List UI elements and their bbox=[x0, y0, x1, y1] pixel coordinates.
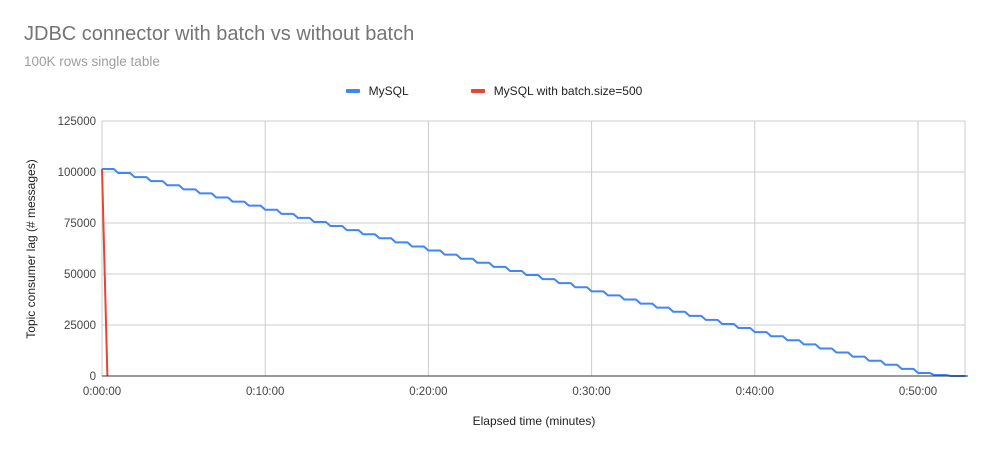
legend-swatch-blue-icon bbox=[345, 89, 360, 93]
legend-item-mysql[interactable]: MySQL bbox=[345, 84, 409, 98]
x-axis-label: Elapsed time (minutes) bbox=[473, 414, 596, 428]
chart-subtitle: 100K rows single table bbox=[24, 54, 160, 69]
y-tick-label: 50000 bbox=[64, 269, 96, 281]
x-tick-label: 0:40:00 bbox=[736, 386, 774, 398]
chart-title: JDBC connector with batch vs without bat… bbox=[24, 23, 415, 45]
series-line-mysql-batch bbox=[101, 168, 109, 377]
x-tick-label: 0:10:00 bbox=[246, 386, 284, 398]
y-axis-label: Topic consumer lag (# messages) bbox=[24, 159, 38, 338]
legend-item-mysql-batch[interactable]: MySQL with batch.size=500 bbox=[470, 84, 643, 98]
y-tick-label: 125000 bbox=[58, 116, 96, 128]
y-tick-label: 75000 bbox=[64, 218, 96, 230]
x-tick-label: 0:30:00 bbox=[572, 386, 610, 398]
y-tick-label: 100000 bbox=[58, 167, 96, 179]
x-tick-label: 0:50:00 bbox=[899, 386, 937, 398]
legend-label: MySQL with batch.size=500 bbox=[493, 84, 643, 98]
legend: MySQL MySQL with batch.size=500 bbox=[0, 84, 988, 98]
x-tick-label: 0:00:00 bbox=[83, 386, 121, 398]
series-line-mysql bbox=[102, 167, 968, 377]
y-tick-label: 0 bbox=[90, 371, 96, 383]
data-series bbox=[101, 167, 968, 377]
y-tick-label: 25000 bbox=[64, 320, 96, 332]
y-axis-ticks: 0 25000 50000 75000 100000 125000 bbox=[58, 116, 96, 383]
x-axis-ticks: 0:00:00 0:10:00 0:20:00 0:30:00 0:40:00 0:50:… bbox=[83, 386, 937, 398]
legend-swatch-red-icon bbox=[470, 89, 485, 93]
gridlines bbox=[101, 120, 966, 376]
legend-label: MySQL bbox=[368, 84, 409, 98]
x-tick-label: 0:20:00 bbox=[409, 386, 447, 398]
